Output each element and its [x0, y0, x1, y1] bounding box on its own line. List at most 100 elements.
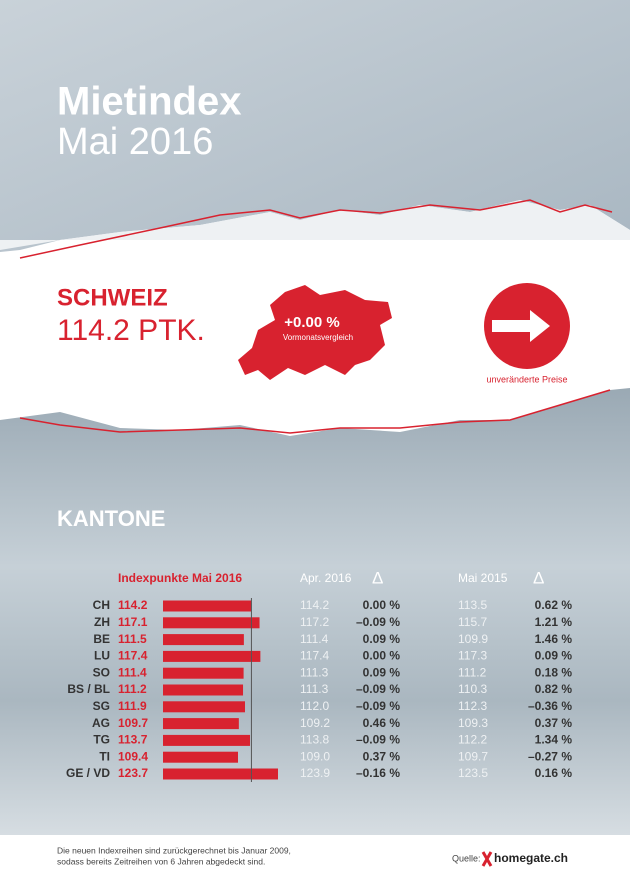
- row-label: TI: [99, 749, 110, 763]
- brand: homegate.ch: [494, 851, 568, 865]
- change-value: +0.00 %: [284, 314, 339, 331]
- year-value: 113.5: [458, 598, 487, 612]
- apr-change: 0.46 %: [363, 716, 401, 730]
- index-value: 111.4: [118, 665, 147, 679]
- year-change: 1.46 %: [535, 632, 573, 646]
- year-change: 1.34 %: [535, 733, 573, 747]
- table: Indexpunkte Mai 2016 Apr. 2016 Δ Mai 2015 Δ C…: [66, 568, 572, 782]
- bar: [163, 734, 251, 746]
- apr-value: 114.2: [300, 598, 329, 612]
- index-value: 111.2: [118, 682, 147, 696]
- year-change: 0.18 %: [535, 665, 573, 679]
- row-label: TG: [93, 733, 110, 747]
- row-label: LU: [94, 649, 110, 663]
- kantone-title: KANTONE: [57, 506, 165, 531]
- year-value: 109.9: [458, 632, 488, 646]
- row-label: BS / BL: [67, 682, 110, 696]
- bar: [163, 768, 278, 780]
- trend-line: [19, 199, 613, 259]
- apr-change: –0.09 %: [356, 682, 400, 696]
- column-header: Apr. 2016: [300, 571, 352, 585]
- apr-change: –0.09 %: [356, 733, 400, 747]
- year-change: –0.36 %: [528, 699, 572, 713]
- year-value: 109.7: [458, 749, 488, 763]
- title: Mietindex: [57, 80, 241, 124]
- source-label: Quelle:: [452, 853, 481, 863]
- apr-value: 111.3: [300, 665, 329, 679]
- index-value: 111.5: [118, 632, 147, 646]
- row-label: GE / VD: [66, 766, 110, 780]
- bar: [163, 617, 260, 629]
- bottom-background: [0, 388, 630, 835]
- brand-logo: [481, 851, 493, 867]
- apr-value: 111.4: [300, 632, 329, 646]
- apr-value: 123.9: [300, 766, 330, 780]
- year-change: 0.09 %: [535, 649, 573, 663]
- footnote: Die neuen Indexreihen sind zurückgerechn…: [57, 845, 291, 855]
- apr-change: 0.09 %: [363, 632, 401, 646]
- year-change: –0.27 %: [528, 749, 572, 763]
- apr-change: 0.00 %: [363, 649, 401, 663]
- index-value: 117.4: [118, 649, 148, 663]
- index-value: 111.9: [118, 699, 147, 713]
- year-value: 123.5: [458, 766, 488, 780]
- apr-change: –0.09 %: [356, 615, 400, 629]
- index-value: 109.7: [118, 716, 148, 730]
- index-value: 123.7: [118, 766, 148, 780]
- year-change: 0.37 %: [535, 716, 573, 730]
- bar: [163, 600, 252, 612]
- year-value: 110.3: [458, 682, 487, 696]
- index-value: 109.4: [118, 749, 148, 763]
- apr-change: 0.09 %: [363, 665, 401, 679]
- year-value: 117.3: [458, 649, 487, 663]
- apr-change: 0.00 %: [363, 598, 401, 612]
- bar: [163, 667, 244, 679]
- switzerland-map: [238, 285, 392, 380]
- apr-change: –0.16 %: [356, 766, 400, 780]
- bar: [163, 684, 244, 696]
- year-value: 112.3: [458, 699, 487, 713]
- row-label: SO: [93, 665, 110, 679]
- mountain-snow: [0, 200, 630, 250]
- apr-value: 117.4: [300, 649, 329, 663]
- row-label: ZH: [94, 615, 110, 629]
- row-label: AG: [92, 716, 110, 730]
- index-value: 113.7: [118, 733, 148, 747]
- apr-change: 0.37 %: [363, 749, 401, 763]
- apr-value: 111.3: [300, 682, 329, 696]
- apr-change: –0.09 %: [356, 699, 400, 713]
- apr-value: 113.8: [300, 733, 329, 747]
- index-value: 117.1: [118, 615, 148, 629]
- column-header: Δ: [533, 568, 544, 587]
- year-value: 115.7: [458, 615, 487, 629]
- bar: [163, 634, 244, 646]
- schweiz-value: 114.2 PTK.: [57, 314, 205, 347]
- index-value: 114.2: [118, 598, 148, 612]
- year-value: 112.2: [458, 733, 487, 747]
- row-label: BE: [93, 632, 110, 646]
- arrow: [492, 310, 550, 342]
- top-background: [0, 0, 630, 252]
- column-header: Mai 2015: [458, 571, 508, 585]
- bar: [163, 751, 238, 763]
- subtitle: Mai 2016: [57, 121, 213, 163]
- bar: [163, 701, 245, 713]
- year-value: 109.3: [458, 716, 488, 730]
- schweiz-title: SCHWEIZ: [57, 284, 168, 311]
- row-label: CH: [93, 598, 110, 612]
- row-label: SG: [93, 699, 110, 713]
- year-value: 111.2: [458, 665, 487, 679]
- bar: [163, 718, 239, 730]
- bar: [163, 650, 261, 662]
- year-change: 0.16 %: [535, 766, 573, 780]
- year-change: 0.82 %: [535, 682, 573, 696]
- arrow-label: unveränderte Preise: [486, 374, 567, 384]
- year-change: 0.62 %: [535, 598, 573, 612]
- column-header: Δ: [372, 568, 383, 587]
- apr-value: 109.2: [300, 716, 330, 730]
- column-header: Indexpunkte Mai 2016: [118, 571, 242, 585]
- apr-value: 117.2: [300, 615, 329, 629]
- apr-value: 109.0: [300, 749, 330, 763]
- apr-value: 112.0: [300, 699, 329, 713]
